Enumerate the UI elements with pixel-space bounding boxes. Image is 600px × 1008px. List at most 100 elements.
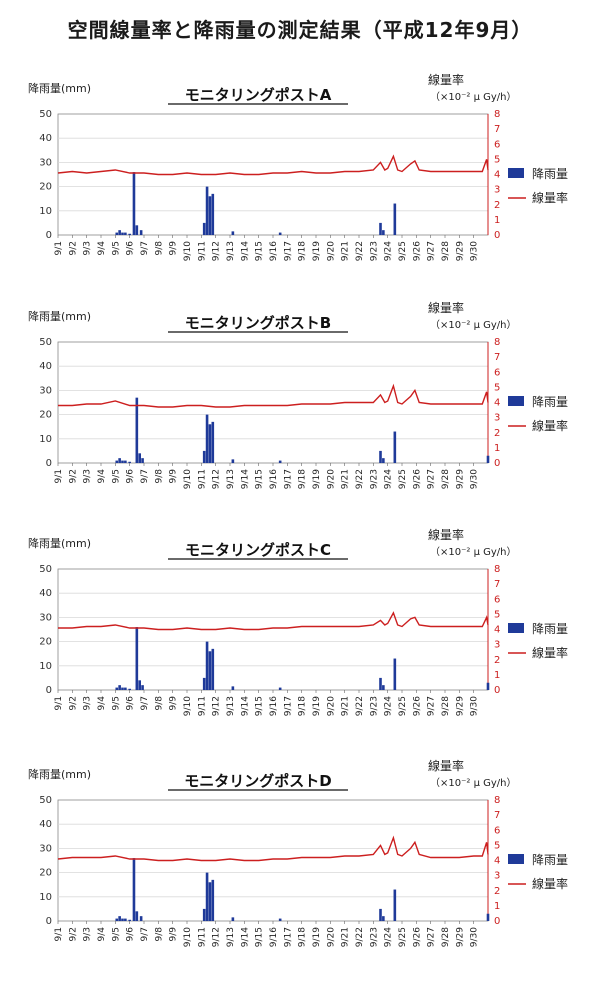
y2-tick-label: 0 <box>494 685 500 696</box>
x-tick-label: 9/5 <box>111 469 121 483</box>
x-tick-label: 9/9 <box>169 696 179 711</box>
x-tick-label: 9/13 <box>226 927 236 947</box>
x-tick-label: 9/16 <box>269 927 279 947</box>
x-tick-label: 9/29 <box>455 241 465 261</box>
x-tick-label: 9/2 <box>68 469 78 483</box>
rain-bar <box>211 648 215 690</box>
x-tick-label: 9/1 <box>54 696 64 710</box>
x-tick-label: 9/7 <box>140 469 150 483</box>
x-tick-label: 9/4 <box>97 927 107 942</box>
rain-bar <box>379 222 382 235</box>
y2-tick-label: 4 <box>494 170 500 181</box>
rain-bar <box>486 455 490 463</box>
rain-bar <box>382 685 385 690</box>
rain-bar <box>121 232 124 235</box>
y-tick-label: 20 <box>39 637 52 648</box>
x-tick-label: 9/15 <box>255 241 265 261</box>
x-tick-label: 9/1 <box>54 469 64 483</box>
y-tick-label: 40 <box>39 361 52 372</box>
x-tick-label: 9/19 <box>312 696 322 716</box>
rain-bar <box>382 916 385 921</box>
x-tick-label: 9/9 <box>169 241 179 256</box>
x-tick-label: 9/25 <box>398 241 408 261</box>
rain-bar <box>118 916 121 921</box>
rain-bar <box>231 459 235 463</box>
x-tick-label: 9/11 <box>197 241 207 261</box>
x-tick-label: 9/3 <box>83 696 93 710</box>
chart-title: モニタリングポストA <box>185 86 332 104</box>
y2-axis-unit: （×10⁻² μ Gy/h） <box>430 319 516 331</box>
rain-bar <box>205 872 209 921</box>
x-tick-label: 9/22 <box>355 469 365 489</box>
rain-bar <box>138 453 141 463</box>
x-tick-label: 9/15 <box>255 469 265 489</box>
x-tick-label: 9/9 <box>169 927 179 942</box>
x-tick-label: 9/29 <box>455 696 465 716</box>
x-tick-label: 9/17 <box>283 241 293 261</box>
x-tick-label: 9/3 <box>83 469 93 483</box>
y2-tick-label: 6 <box>494 367 500 378</box>
x-tick-label: 9/26 <box>412 241 422 261</box>
x-tick-label: 9/6 <box>126 241 136 256</box>
rain-bar <box>379 908 382 921</box>
x-tick-label: 9/18 <box>298 469 308 489</box>
x-tick-label: 9/21 <box>341 241 351 261</box>
x-tick-label: 9/1 <box>54 241 64 255</box>
chart-panel-post-a: 0 10 20 30 40 50 0 1 2 3 4 5 6 7 8 9/1 9/2 9/3 9/4 9/5 9/6 9/… <box>0 62 600 292</box>
y2-tick-label: 6 <box>494 139 500 150</box>
rain-bar <box>393 658 397 690</box>
rain-bar <box>486 913 490 921</box>
rain-bar <box>115 918 119 921</box>
rain-bar <box>135 627 139 690</box>
rain-bar <box>208 651 212 690</box>
x-tick-label: 9/16 <box>269 696 279 716</box>
chart-title: モニタリングポストC <box>185 541 331 559</box>
x-tick-label: 9/27 <box>427 241 437 261</box>
rain-bar <box>135 397 139 463</box>
y2-tick-label: 5 <box>494 609 500 620</box>
x-tick-label: 9/22 <box>355 696 365 716</box>
legend-rain-label: 降雨量 <box>532 167 568 181</box>
y-tick-label: 30 <box>39 157 52 168</box>
y-axis-title: 降雨量(mm) <box>28 309 91 323</box>
x-tick-label: 9/20 <box>326 241 336 261</box>
y2-axis-title: 線量率 <box>428 72 464 87</box>
legend-dose-label: 線量率 <box>532 190 568 205</box>
x-tick-label: 9/30 <box>470 241 480 261</box>
plot-area <box>57 341 489 464</box>
x-tick-label: 9/17 <box>283 469 293 489</box>
rain-bar <box>205 414 209 463</box>
plot-area <box>57 568 489 691</box>
y2-tick-label: 1 <box>494 670 500 681</box>
chart-title: モニタリングポストD <box>184 772 331 790</box>
rain-bar <box>132 172 136 235</box>
x-tick-label: 9/21 <box>341 696 351 716</box>
x-tick-label: 9/15 <box>255 696 265 716</box>
y-tick-label: 20 <box>39 182 52 193</box>
x-tick-label: 9/4 <box>97 241 107 256</box>
legend-rain-label: 降雨量 <box>532 622 568 636</box>
x-tick-label: 9/19 <box>312 927 322 947</box>
x-tick-label: 9/2 <box>68 927 78 941</box>
rain-bar <box>118 685 121 690</box>
x-tick-label: 9/2 <box>68 241 78 255</box>
rain-bar <box>135 911 139 921</box>
x-tick-label: 9/6 <box>126 696 136 711</box>
rain-bar <box>115 687 119 690</box>
rain-bar <box>205 641 209 690</box>
x-tick-label: 9/23 <box>369 241 379 261</box>
x-tick-label: 9/18 <box>298 241 308 261</box>
x-tick-label: 9/29 <box>455 469 465 489</box>
rain-bar <box>139 230 143 235</box>
rain-bar <box>135 225 139 235</box>
y-tick-label: 40 <box>39 588 52 599</box>
y2-tick-label: 3 <box>494 185 500 196</box>
y2-tick-label: 6 <box>494 594 500 605</box>
x-tick-label: 9/1 <box>54 927 64 941</box>
legend-rain-swatch <box>508 396 524 406</box>
x-tick-label: 9/6 <box>126 927 136 942</box>
legend-dose-label: 線量率 <box>532 418 568 433</box>
y2-tick-label: 1 <box>494 443 500 454</box>
y-tick-label: 0 <box>46 230 52 241</box>
x-tick-label: 9/26 <box>412 927 422 947</box>
